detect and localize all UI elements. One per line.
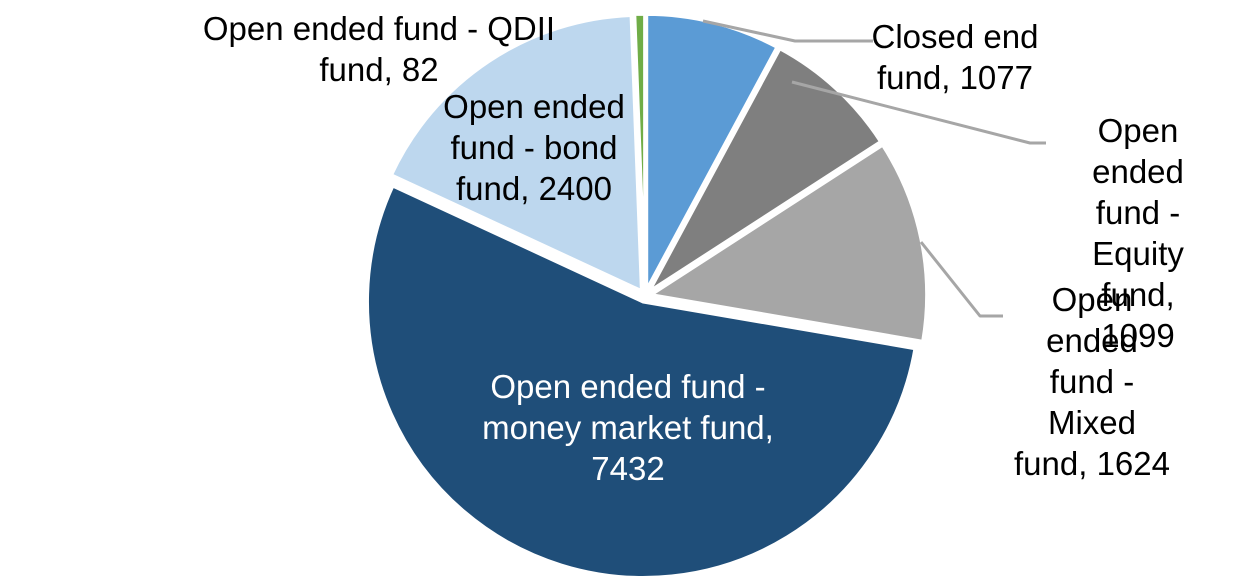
pie-slice-open-ended-fund-equity-fund	[647, 46, 883, 294]
slice-label-qdii-fund: Open ended fund - QDII fund, 82	[202, 10, 556, 88]
slice-label-equity-fund: Open ended fund - Equity fund, 1099	[1092, 112, 1184, 354]
leader-line-mixed-fund	[919, 241, 1003, 318]
pie-slice-open-ended-fund-mixed-fund	[649, 143, 929, 344]
leader-line-closed-end-fund	[702, 19, 873, 43]
leader-line-equity-fund	[791, 80, 1046, 145]
leader-lines-group	[702, 19, 1046, 318]
slice-label-bond-fund: Open ended fund - bond fund, 2400	[443, 88, 625, 207]
pie-slice-open-ended-fund-qdii-fund	[632, 12, 647, 292]
slice-label-mixed-fund: Open ended fund - Mixed fund, 1624	[1014, 281, 1170, 482]
slice-label-closed-end-fund: Closed end fund, 1077	[871, 18, 1039, 96]
slice-label-money-market-fund: Open ended fund - money market fund, 743…	[482, 368, 774, 487]
pie-slice-open-ended-fund-bond-fund	[389, 13, 644, 293]
pie-slices-group	[365, 12, 929, 580]
pie-slice-open-ended-fund-money-market-fund	[365, 184, 917, 580]
